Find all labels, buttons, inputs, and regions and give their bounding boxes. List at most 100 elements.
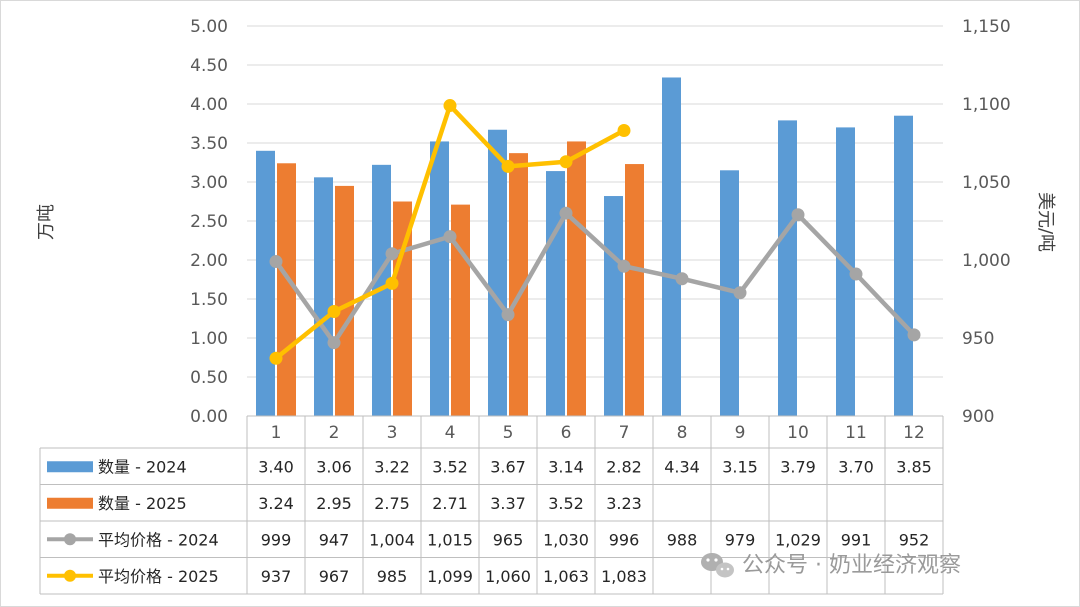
bar-2024 <box>488 129 507 417</box>
price-point-2025 <box>269 351 283 365</box>
right-axis-ticks: 900 950 1,000 1,050 1,100 1,150 <box>962 17 1011 427</box>
table-cell: 3.67 <box>490 457 526 476</box>
table-cell: 965 <box>493 530 524 549</box>
right-tick-label: 900 <box>962 407 994 427</box>
table-cell: 1,063 <box>543 567 589 586</box>
month-label: 1 <box>271 423 282 443</box>
left-tick-label: 5.00 <box>190 17 228 37</box>
left-tick-label: 2.00 <box>190 251 228 271</box>
month-label: 9 <box>735 423 746 443</box>
price-point-2024 <box>617 259 631 273</box>
table-cell: 979 <box>725 530 756 549</box>
bar-2024 <box>836 127 855 417</box>
price-point-2025 <box>443 99 457 113</box>
table-cell: 1,029 <box>775 530 821 549</box>
watermark: 公众号 · 奶业经济观察 <box>701 553 961 578</box>
price-point-2024 <box>385 247 399 261</box>
watermark-text: 公众号 · 奶业经济观察 <box>742 553 961 578</box>
price-point-2025 <box>617 124 631 138</box>
month-label: 7 <box>619 423 630 443</box>
table-cell: 3.40 <box>258 457 294 476</box>
price-point-2024 <box>327 336 341 350</box>
left-tick-label: 4.00 <box>190 95 228 115</box>
right-tick-label: 1,100 <box>962 95 1011 115</box>
table-cell: 2.95 <box>316 494 352 513</box>
price-point-2025 <box>327 304 341 318</box>
month-label: 8 <box>677 423 688 443</box>
right-tick-label: 1,150 <box>962 17 1011 37</box>
table-cell: 996 <box>609 530 640 549</box>
table-cell: 967 <box>319 567 350 586</box>
bar-2024 <box>546 171 565 416</box>
bar-2025 <box>509 153 528 416</box>
left-tick-label: 2.50 <box>190 212 228 232</box>
price-line-2024 <box>273 210 917 345</box>
price-point-2024 <box>443 230 457 244</box>
table-cell: 3.85 <box>896 457 932 476</box>
price-point-2024 <box>559 206 573 220</box>
legend-swatch <box>47 497 93 509</box>
legend-label: 数量 - 2024 <box>98 457 187 476</box>
table-cell: 3.52 <box>548 494 584 513</box>
bar-2024 <box>604 196 623 416</box>
legend-label: 平均价格 - 2024 <box>98 530 219 549</box>
table-cell: 952 <box>899 530 930 549</box>
price-point-2024 <box>791 208 805 222</box>
bar-2024 <box>778 120 797 416</box>
month-label: 10 <box>787 423 809 443</box>
right-tick-label: 1,000 <box>962 251 1011 271</box>
table-cell: 937 <box>261 567 292 586</box>
left-tick-label: 0.50 <box>190 368 228 388</box>
table-cell: 988 <box>667 530 698 549</box>
table-cell: 985 <box>377 567 408 586</box>
table-cell: 3.37 <box>490 494 526 513</box>
table-cell: 2.71 <box>432 494 468 513</box>
table-cell: 3.23 <box>606 494 642 513</box>
table-cell: 3.52 <box>432 457 468 476</box>
month-label: 2 <box>329 423 340 443</box>
left-tick-label: 3.50 <box>190 134 228 154</box>
right-tick-label: 1,050 <box>962 173 1011 193</box>
left-axis-ticks: 0.00 0.50 1.00 1.50 2.00 2.50 3.00 3.50 4.00 4.50… <box>190 17 228 427</box>
table-cell: 1,083 <box>601 567 647 586</box>
table-cell: 1,099 <box>427 567 473 586</box>
right-axis-title: 美元/吨 <box>1035 192 1056 252</box>
price-point-2025 <box>559 155 573 169</box>
month-label: 6 <box>561 423 572 443</box>
price-point-2024 <box>501 308 515 322</box>
table-cell: 2.75 <box>374 494 410 513</box>
table-cell: 2.82 <box>606 457 642 476</box>
legend-label: 平均价格 - 2025 <box>98 567 219 586</box>
left-tick-label: 1.50 <box>190 290 228 310</box>
legend-marker <box>64 533 76 546</box>
bar-2024 <box>430 141 449 416</box>
table-cell: 947 <box>319 530 350 549</box>
left-tick-label: 0.00 <box>190 407 228 427</box>
table-cell: 3.06 <box>316 457 352 476</box>
price-point-2024 <box>849 267 863 281</box>
bar-2024 <box>314 177 333 416</box>
price-point-2024 <box>907 328 921 342</box>
bar-2024 <box>720 170 739 416</box>
table-cell: 1,004 <box>369 530 415 549</box>
month-label: 11 <box>845 423 867 443</box>
bar-2024 <box>662 77 681 416</box>
price-point-2024 <box>675 272 689 286</box>
table-cell: 4.34 <box>664 457 700 476</box>
legend-marker <box>64 569 76 582</box>
table-cell: 3.70 <box>838 457 874 476</box>
month-label: 5 <box>503 423 514 443</box>
bar-2025 <box>335 185 354 416</box>
price-point-2024 <box>269 255 283 269</box>
right-tick-label: 950 <box>962 329 994 349</box>
left-tick-label: 1.00 <box>190 329 228 349</box>
left-axis-title: 万吨 <box>36 204 57 240</box>
bar-2024 <box>894 115 913 416</box>
lines <box>269 99 921 365</box>
price-point-2025 <box>385 276 399 290</box>
left-tick-label: 3.00 <box>190 173 228 193</box>
table-cell: 999 <box>261 530 292 549</box>
month-label: 3 <box>387 423 398 443</box>
